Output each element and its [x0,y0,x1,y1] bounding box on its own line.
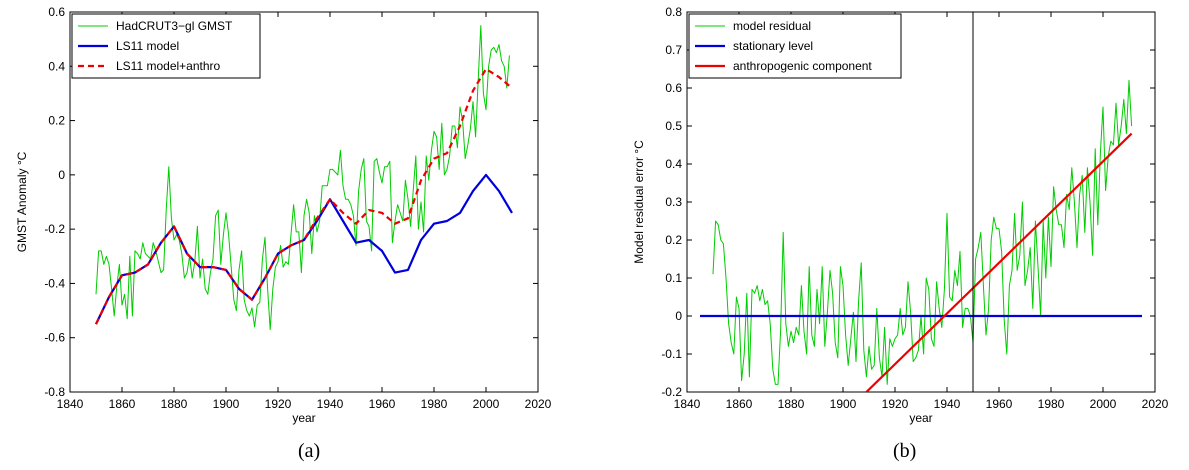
y-axis-label: GMST Anomaly °C [15,151,29,252]
caption-a: (a) [298,440,321,462]
series-line-anthropogenic-component [865,132,1133,392]
panel-a: 1840 1860 1880 1900 1920 1940 1960 1980 2000 2020… [15,5,552,425]
x-tick-label: 1920 [265,397,292,411]
y-tick-label: 0.3 [665,195,682,209]
x-tick-label: 1980 [421,397,448,411]
y-tick-label: -0.4 [44,276,65,290]
x-tick-label: 2000 [473,397,500,411]
x-tick-label: 1840 [57,397,84,411]
panel-b: 1840 1860 1880 1900 1920 1940 1960 1980 2000 2020… [632,5,1169,425]
y-tick-label: 0.6 [48,5,65,19]
x-tick-label: 1920 [882,397,909,411]
plot-series-group [95,25,513,331]
legend-label: model residual [733,19,811,33]
series-line-model-residual [712,79,1133,385]
x-tick-label: 1840 [674,397,701,411]
x-tick-label: 2020 [525,397,552,411]
legend-label: stationary level [733,39,813,53]
x-tick-label: 2000 [1090,397,1117,411]
y-tick-label: 0 [58,168,65,182]
x-tick-label: 1960 [986,397,1013,411]
y-tick-label: 0 [675,309,682,323]
y-tick-label: -0.1 [661,347,682,361]
legend-label: LS11 model [116,39,179,53]
x-tick-label: 1880 [161,397,188,411]
x-tick-label: 1900 [213,397,240,411]
x-tick-label: 1980 [1038,397,1065,411]
x-tick-label: 1940 [934,397,961,411]
y-tick-label: 0.2 [665,233,682,247]
y-tick-label: 0.6 [665,81,682,95]
y-tick-label: 0.5 [665,119,682,133]
x-axis-label: year [909,411,932,425]
x-tick-label: 1940 [317,397,344,411]
legend-label: anthropogenic component [733,59,872,73]
series-line-ls11-model [95,173,513,325]
series-line-hadcrut3-gl-gmst [95,25,510,331]
y-tick-label: -0.6 [44,331,65,345]
caption-b: (b) [893,440,917,462]
y-tick-label: 0.2 [48,114,65,128]
x-axis-label: year [292,411,315,425]
x-tick-label: 2020 [1142,397,1169,411]
y-axis-label: Model residual error °C [632,140,646,264]
y-tick-label: 0.4 [48,59,65,73]
y-tick-label: -0.8 [44,385,65,399]
y-tick-label: -0.2 [661,385,682,399]
y-tick-label: 0.4 [665,157,682,171]
x-tick-label: 1900 [830,397,857,411]
x-tick-label: 1880 [778,397,805,411]
y-tick-label: 0.7 [665,43,682,57]
plot-series-group [700,79,1142,392]
y-tick-label: -0.2 [44,222,65,236]
y-tick-label: 0.1 [665,271,682,285]
y-tick-label: 0.8 [665,5,682,19]
legend-label: HadCRUT3−gl GMST [116,19,233,33]
legend-label: LS11 model+anthro [116,59,221,73]
x-tick-label: 1960 [369,397,396,411]
x-tick-label: 1860 [109,397,136,411]
x-tick-label: 1860 [726,397,753,411]
